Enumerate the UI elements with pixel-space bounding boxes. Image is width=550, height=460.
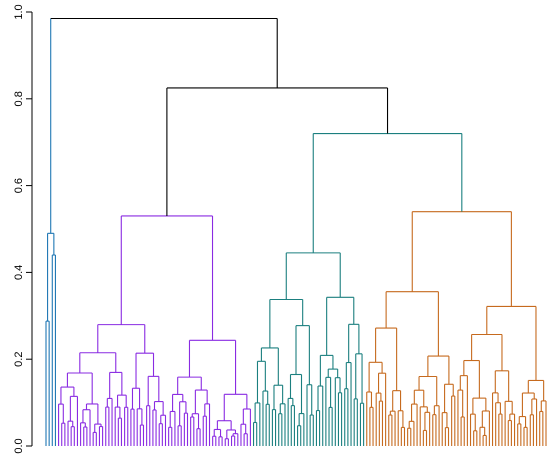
dendrogram-links [45, 17, 547, 446]
y-tick-label: 0.6 [13, 178, 25, 193]
y-tick-label: 0.8 [13, 91, 25, 106]
y-tick-label: 1.0 [13, 4, 25, 19]
y-tick-label: 0.2 [13, 352, 25, 367]
y-tick-label: 0.4 [13, 265, 25, 280]
y-tick-label: 0.0 [13, 438, 25, 453]
y-axis: 0.0 0.2 0.4 0.6 0.8 1.0 [13, 4, 33, 454]
